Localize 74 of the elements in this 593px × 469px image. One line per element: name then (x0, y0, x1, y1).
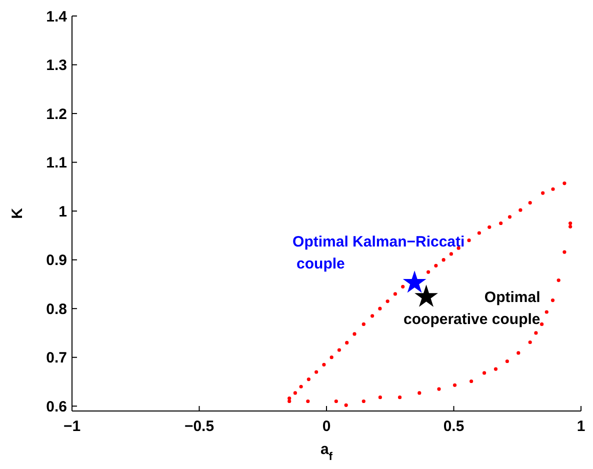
y-tick-label: 1.3 (46, 57, 67, 74)
point (528, 200, 532, 205)
point (508, 215, 512, 219)
point (334, 399, 338, 404)
point (562, 181, 566, 186)
point (534, 331, 538, 335)
point (401, 284, 405, 288)
point (370, 314, 374, 318)
point (288, 396, 292, 400)
point (378, 396, 382, 400)
series-label: Optimal cooperative couple (404, 288, 540, 328)
point (551, 187, 555, 191)
point (402, 270, 426, 293)
point (477, 231, 481, 235)
point (449, 252, 454, 256)
point (562, 250, 566, 254)
point (398, 396, 402, 400)
point (550, 298, 555, 302)
point (568, 224, 572, 228)
point (426, 270, 430, 274)
point (488, 225, 492, 229)
point (442, 258, 446, 262)
y-tick-label: 1 (58, 203, 67, 220)
text: Optimal Kalman−Riccati couple (292, 234, 465, 273)
point (306, 378, 310, 382)
point (414, 284, 438, 307)
point (352, 332, 356, 336)
point (288, 399, 292, 404)
y-tick-label: 0.9 (46, 252, 67, 270)
y-tick-label: 1.2 (46, 106, 67, 123)
point (344, 403, 348, 407)
point (337, 348, 342, 352)
point (362, 399, 366, 404)
y-tick-label: 1.1 (46, 154, 67, 172)
point (482, 371, 486, 375)
point (437, 387, 441, 391)
point (544, 310, 548, 314)
x-tick-label: 1 (576, 418, 586, 435)
x-tick-label: −0.5 (184, 418, 214, 435)
y-tick-label: 0.7 (46, 350, 67, 367)
x-tick-label: −1 (63, 418, 81, 435)
y-axis-title: K (9, 208, 26, 219)
point (378, 306, 382, 310)
point (418, 391, 422, 395)
point (499, 221, 503, 226)
point (330, 356, 334, 360)
y-tick-label: 1.4 (46, 8, 68, 26)
point (386, 299, 390, 304)
point (293, 391, 297, 395)
y-tick-label: 0.8 (46, 300, 67, 318)
point (528, 340, 532, 344)
point (452, 383, 457, 387)
point (540, 322, 544, 326)
x-tick-label: 0.5 (443, 418, 464, 435)
point (505, 359, 509, 364)
point (306, 399, 310, 404)
point (518, 208, 522, 212)
point (322, 362, 326, 366)
point (541, 191, 545, 195)
point (494, 367, 498, 371)
point (568, 221, 572, 226)
point (470, 379, 474, 384)
x-axis-title: a$_{f}$ (320, 441, 333, 463)
point (314, 370, 318, 374)
point (556, 278, 560, 282)
point (467, 238, 471, 242)
point (516, 351, 520, 355)
y-tick-label: 0.6 (46, 398, 67, 416)
point (362, 322, 366, 326)
point (299, 384, 303, 388)
point (393, 292, 398, 296)
x-tick-label: 0 (322, 418, 331, 435)
point (434, 264, 438, 268)
point (345, 340, 349, 345)
